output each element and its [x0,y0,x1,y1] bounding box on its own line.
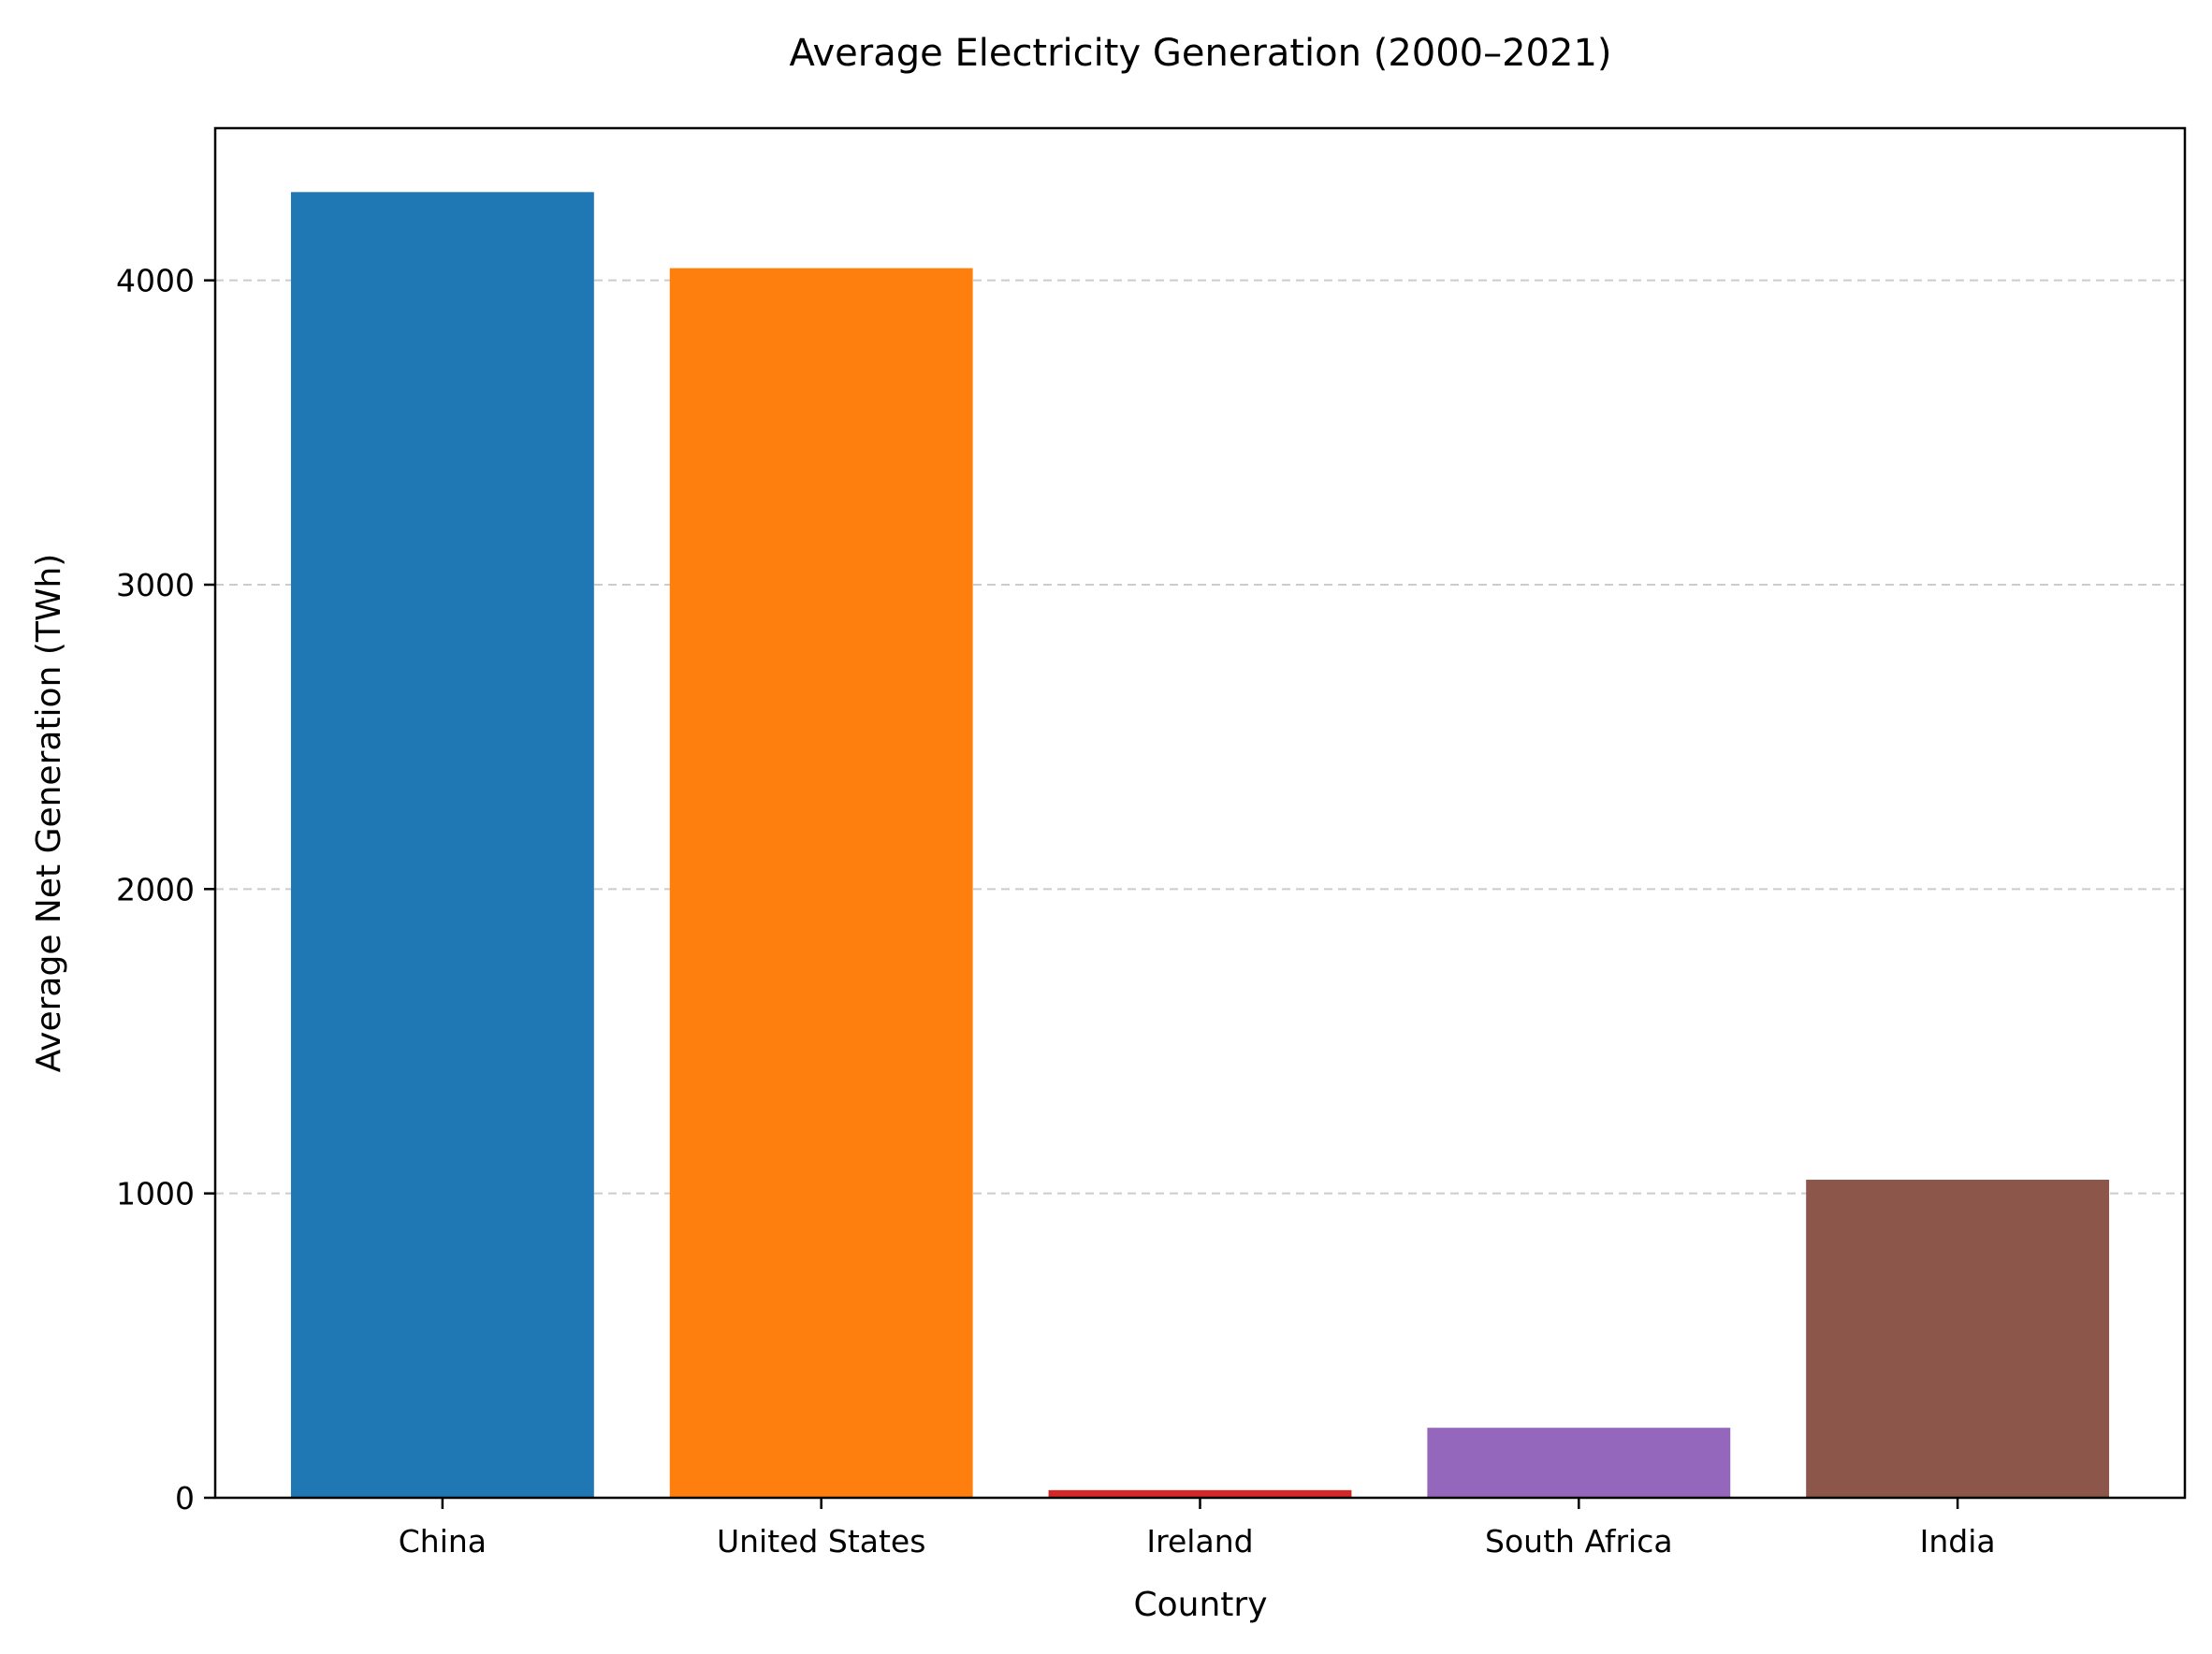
y-tick-label: 3000 [116,567,195,603]
x-tick-label: Ireland [1146,1523,1253,1560]
x-tick-label: United States [717,1523,925,1560]
x-tick-label: China [399,1523,487,1560]
y-tick-label: 2000 [116,871,195,907]
bar-united-states [670,268,973,1498]
y-tick-label: 0 [175,1480,195,1516]
chart-title: Average Electricity Generation (2000–202… [789,32,1611,75]
bar-china [291,192,594,1498]
bar-south-africa [1427,1428,1730,1498]
bar-india [1806,1180,2109,1498]
x-tick-label: South Africa [1485,1523,1673,1560]
x-axis-label: Country [1133,1586,1267,1624]
y-tick-label: 4000 [116,263,195,299]
x-tick-label: India [1920,1523,1996,1560]
y-tick-label: 1000 [116,1176,195,1212]
y-axis-label: Average Net Generation (TWh) [30,554,68,1073]
